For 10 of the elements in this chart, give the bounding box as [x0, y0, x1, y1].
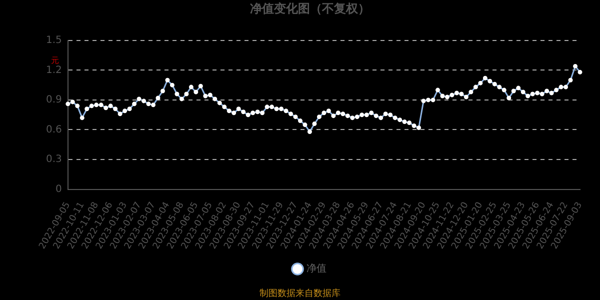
y-tick-label: 0.6 [46, 124, 62, 136]
chart-title: 净值变化图（不复权） [250, 1, 370, 16]
y-tick-label: 0 [56, 184, 62, 195]
legend-label: 净值 [306, 262, 326, 275]
y-tick-label: 0.3 [46, 154, 62, 166]
y-axis-title: 元 [51, 56, 59, 66]
y-tick-label: 0.9 [46, 94, 62, 106]
text: 制图数据来自数据库 [260, 288, 340, 299]
y-tick-label: 1.5 [46, 34, 62, 46]
y-tick-label: 1.2 [46, 64, 62, 76]
